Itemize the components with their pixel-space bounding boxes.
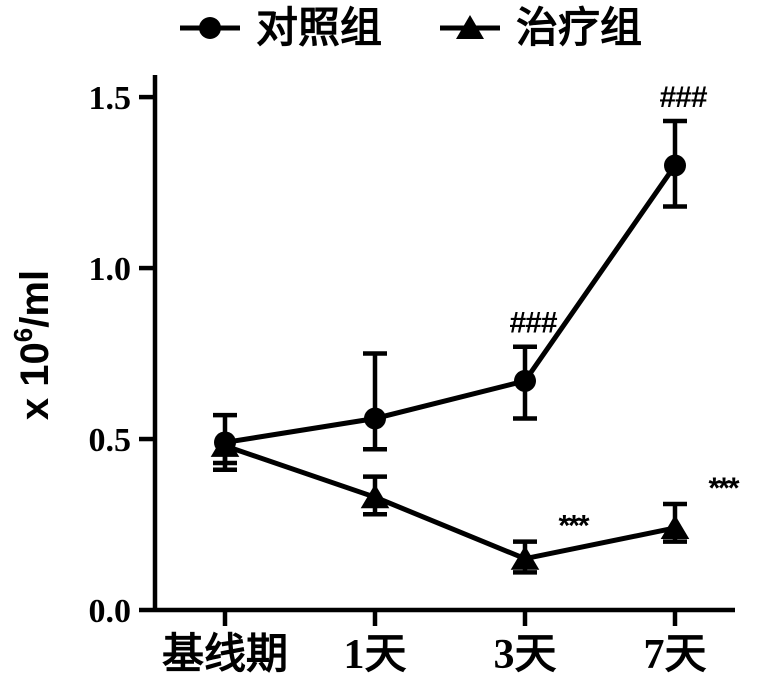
y-tick-label: 1.0 <box>89 251 132 288</box>
x-category-label: 1天 <box>343 632 406 678</box>
significance-annotation: *** <box>708 472 739 505</box>
y-tick-label: 1.5 <box>89 80 132 117</box>
significance-annotation: ### <box>509 307 557 340</box>
data-marker-circle <box>514 370 536 392</box>
y-tick-label: 0.0 <box>89 593 132 630</box>
x-category-label: 基线期 <box>162 631 288 678</box>
data-marker-circle <box>664 154 686 176</box>
data-marker-circle <box>364 408 386 430</box>
data-marker-triangle <box>661 515 690 539</box>
legend-label-control: 对照组 <box>256 5 382 52</box>
legend-label-treatment: 治疗组 <box>516 5 642 52</box>
series-line <box>225 446 675 559</box>
series-line <box>225 165 675 442</box>
y-axis-title: x 106/ml <box>8 270 57 420</box>
y-tick-label: 0.5 <box>89 422 132 459</box>
significance-annotation: ### <box>659 81 707 114</box>
x-category-label: 7天 <box>643 632 706 678</box>
x-category-label: 3天 <box>493 632 556 678</box>
legend-marker-circle <box>199 17 221 39</box>
significance-annotation: *** <box>558 510 589 543</box>
